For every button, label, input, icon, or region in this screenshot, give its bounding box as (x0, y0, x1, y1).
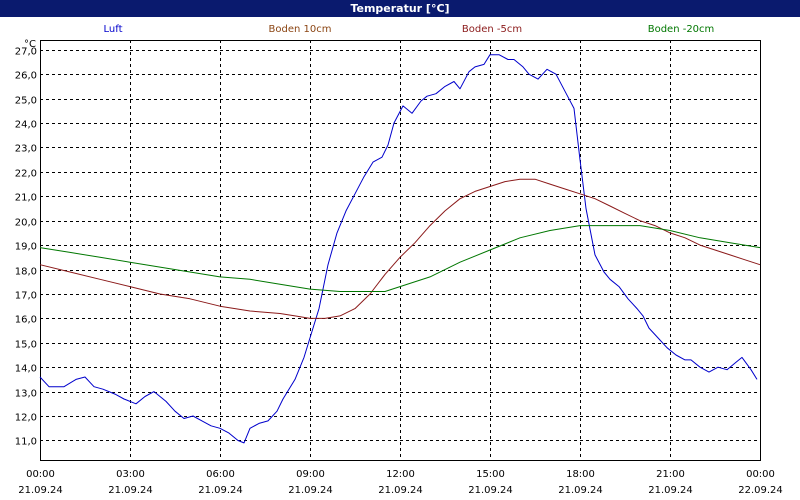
legend-item: Boden 10cm (268, 24, 332, 35)
y-tick-label: 21,0 (15, 193, 37, 204)
x-tick-time: 00:00 (26, 469, 55, 480)
x-tick-time: 06:00 (206, 469, 235, 480)
x-axis-ticks: 00:00 21.09.24 03:00 21.09.24 06:00 21.09.24 0… (18, 469, 783, 496)
y-tick-label: 20,0 (15, 218, 37, 229)
y-tick-label: 18,0 (15, 267, 37, 278)
y-tick-label: 19,0 (15, 242, 37, 253)
series-line-luft (39, 54, 758, 444)
x-tick-date: 21.09.24 (468, 485, 513, 496)
x-tick-time: 03:00 (116, 469, 145, 480)
x-tick-date: 21.09.24 (18, 485, 63, 496)
y-axis-ticks: 11,0 12,0 13,0 14,0 15,0 16,0 17,0 18,0 19,0 20,0… (15, 47, 37, 448)
y-tick-label: 27,0 (15, 47, 37, 58)
y-tick-label: 22,0 (15, 169, 37, 180)
y-tick-label: 16,0 (15, 315, 37, 326)
series-line-boden-20cm (39, 225, 761, 292)
x-tick-time: 21:00 (656, 469, 685, 480)
x-tick-time: 18:00 (566, 469, 595, 480)
series-lines (39, 54, 761, 444)
y-tick-label: 24,0 (15, 120, 37, 131)
y-tick-label: 26,0 (15, 71, 37, 82)
x-tick-time: 12:00 (386, 469, 415, 480)
y-tick-label: 15,0 (15, 340, 37, 351)
x-tick-date: 21.09.24 (108, 485, 153, 496)
legend-item: Boden -20cm (647, 24, 715, 35)
x-tick-date: 21.09.24 (648, 485, 693, 496)
x-tick-date: 21.09.24 (288, 485, 333, 496)
legend-item: Boden -5cm (461, 24, 523, 35)
chart-title: Temperatur [°C] (0, 0, 800, 17)
y-tick-label: 17,0 (15, 291, 37, 302)
x-tick-date: 22.09.24 (738, 485, 783, 496)
y-axis-unit: °C (24, 39, 36, 50)
y-tick-label: 23,0 (15, 144, 37, 155)
y-tick-label: 25,0 (15, 96, 37, 107)
series-line-boden-5cm (39, 178, 761, 319)
x-tick-date: 21.09.24 (558, 485, 603, 496)
x-tick-time: 00:00 (746, 469, 775, 480)
x-tick-time: 09:00 (296, 469, 325, 480)
legend-item: Luft (103, 24, 123, 35)
y-tick-label: 14,0 (15, 364, 37, 375)
x-tick-date: 21.09.24 (378, 485, 423, 496)
y-tick-label: 11,0 (15, 437, 37, 448)
x-tick-date: 21.09.24 (198, 485, 243, 496)
x-tick-time: 15:00 (476, 469, 505, 480)
y-tick-label: 12,0 (15, 413, 37, 424)
y-tick-label: 13,0 (15, 389, 37, 400)
